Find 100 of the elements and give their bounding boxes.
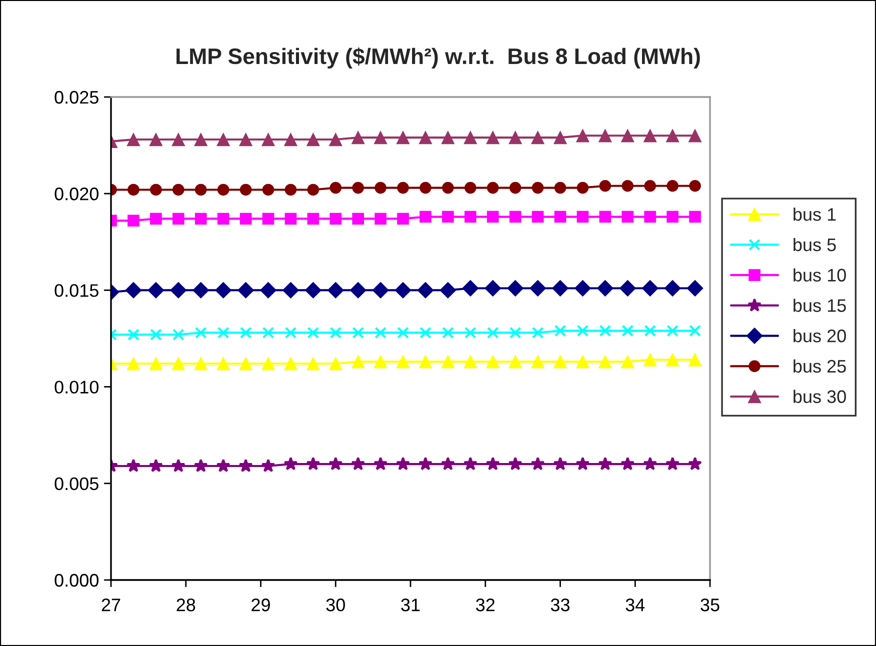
point [397,326,409,339]
point [374,355,388,368]
point [508,456,522,470]
point [576,182,589,194]
point [574,280,591,296]
point [239,357,252,370]
point [260,282,276,298]
point [217,212,230,225]
point [126,357,140,370]
point [417,282,434,298]
point [576,456,590,470]
point [374,130,388,144]
point [262,212,274,225]
point [621,355,634,368]
point [486,130,500,144]
point [216,132,230,146]
point [306,357,320,370]
point [172,132,185,146]
point [531,355,544,368]
point [304,282,322,298]
point [554,210,566,223]
point [329,357,342,370]
point [576,129,590,142]
point [688,129,702,142]
point [530,280,546,296]
point [666,180,678,192]
point [688,456,702,470]
point [172,357,185,370]
point [238,282,254,298]
point [396,355,410,368]
point [418,130,432,144]
point [240,326,252,339]
point [532,326,544,339]
point [509,326,522,339]
point [396,456,410,470]
legend-label: bus 30 [794,390,846,404]
point [666,210,678,223]
y-tick-label: 0.015 [54,284,98,297]
point [620,456,635,470]
point [125,282,142,298]
point [486,355,500,368]
point [464,130,477,144]
point [689,180,701,192]
point [126,132,140,146]
point [330,212,342,225]
point [350,282,366,298]
point [149,132,163,146]
point [394,282,412,298]
point [262,326,274,339]
point [553,456,568,470]
point [462,280,479,296]
point [215,282,232,298]
point [486,210,499,223]
x-tick-label: 30 [326,598,345,612]
point [464,326,476,339]
point [440,282,456,298]
point [352,212,364,225]
point [171,458,186,472]
point [666,456,680,470]
point [440,456,455,470]
point [621,129,634,142]
point [463,456,478,470]
point [194,212,207,225]
point [150,328,162,341]
point [374,182,386,194]
point [486,456,500,470]
y-tick-label: 0.000 [54,574,98,587]
point [372,282,389,298]
point [464,182,476,194]
point [441,130,455,144]
point [554,182,566,194]
point [530,456,545,470]
point [150,184,162,196]
point [688,353,702,366]
y-tick-label: 0.005 [54,477,98,490]
point [464,210,476,223]
point [598,129,612,142]
point [352,326,364,339]
point [644,210,656,223]
point [216,357,230,370]
point [149,357,163,370]
point [642,280,658,296]
point [508,130,522,144]
x-tick-label: 35 [700,598,720,612]
point [599,210,612,223]
point [150,212,162,225]
point [622,210,634,223]
point [194,132,208,146]
point [644,353,657,366]
point [238,458,253,472]
point [507,280,524,296]
point [442,210,454,223]
point [216,458,230,472]
point [664,280,681,296]
point [508,355,522,368]
point [509,210,522,223]
point [666,129,680,142]
point [441,355,455,368]
x-tick-label: 29 [252,598,270,612]
legend-label: bus 1 [794,208,836,221]
